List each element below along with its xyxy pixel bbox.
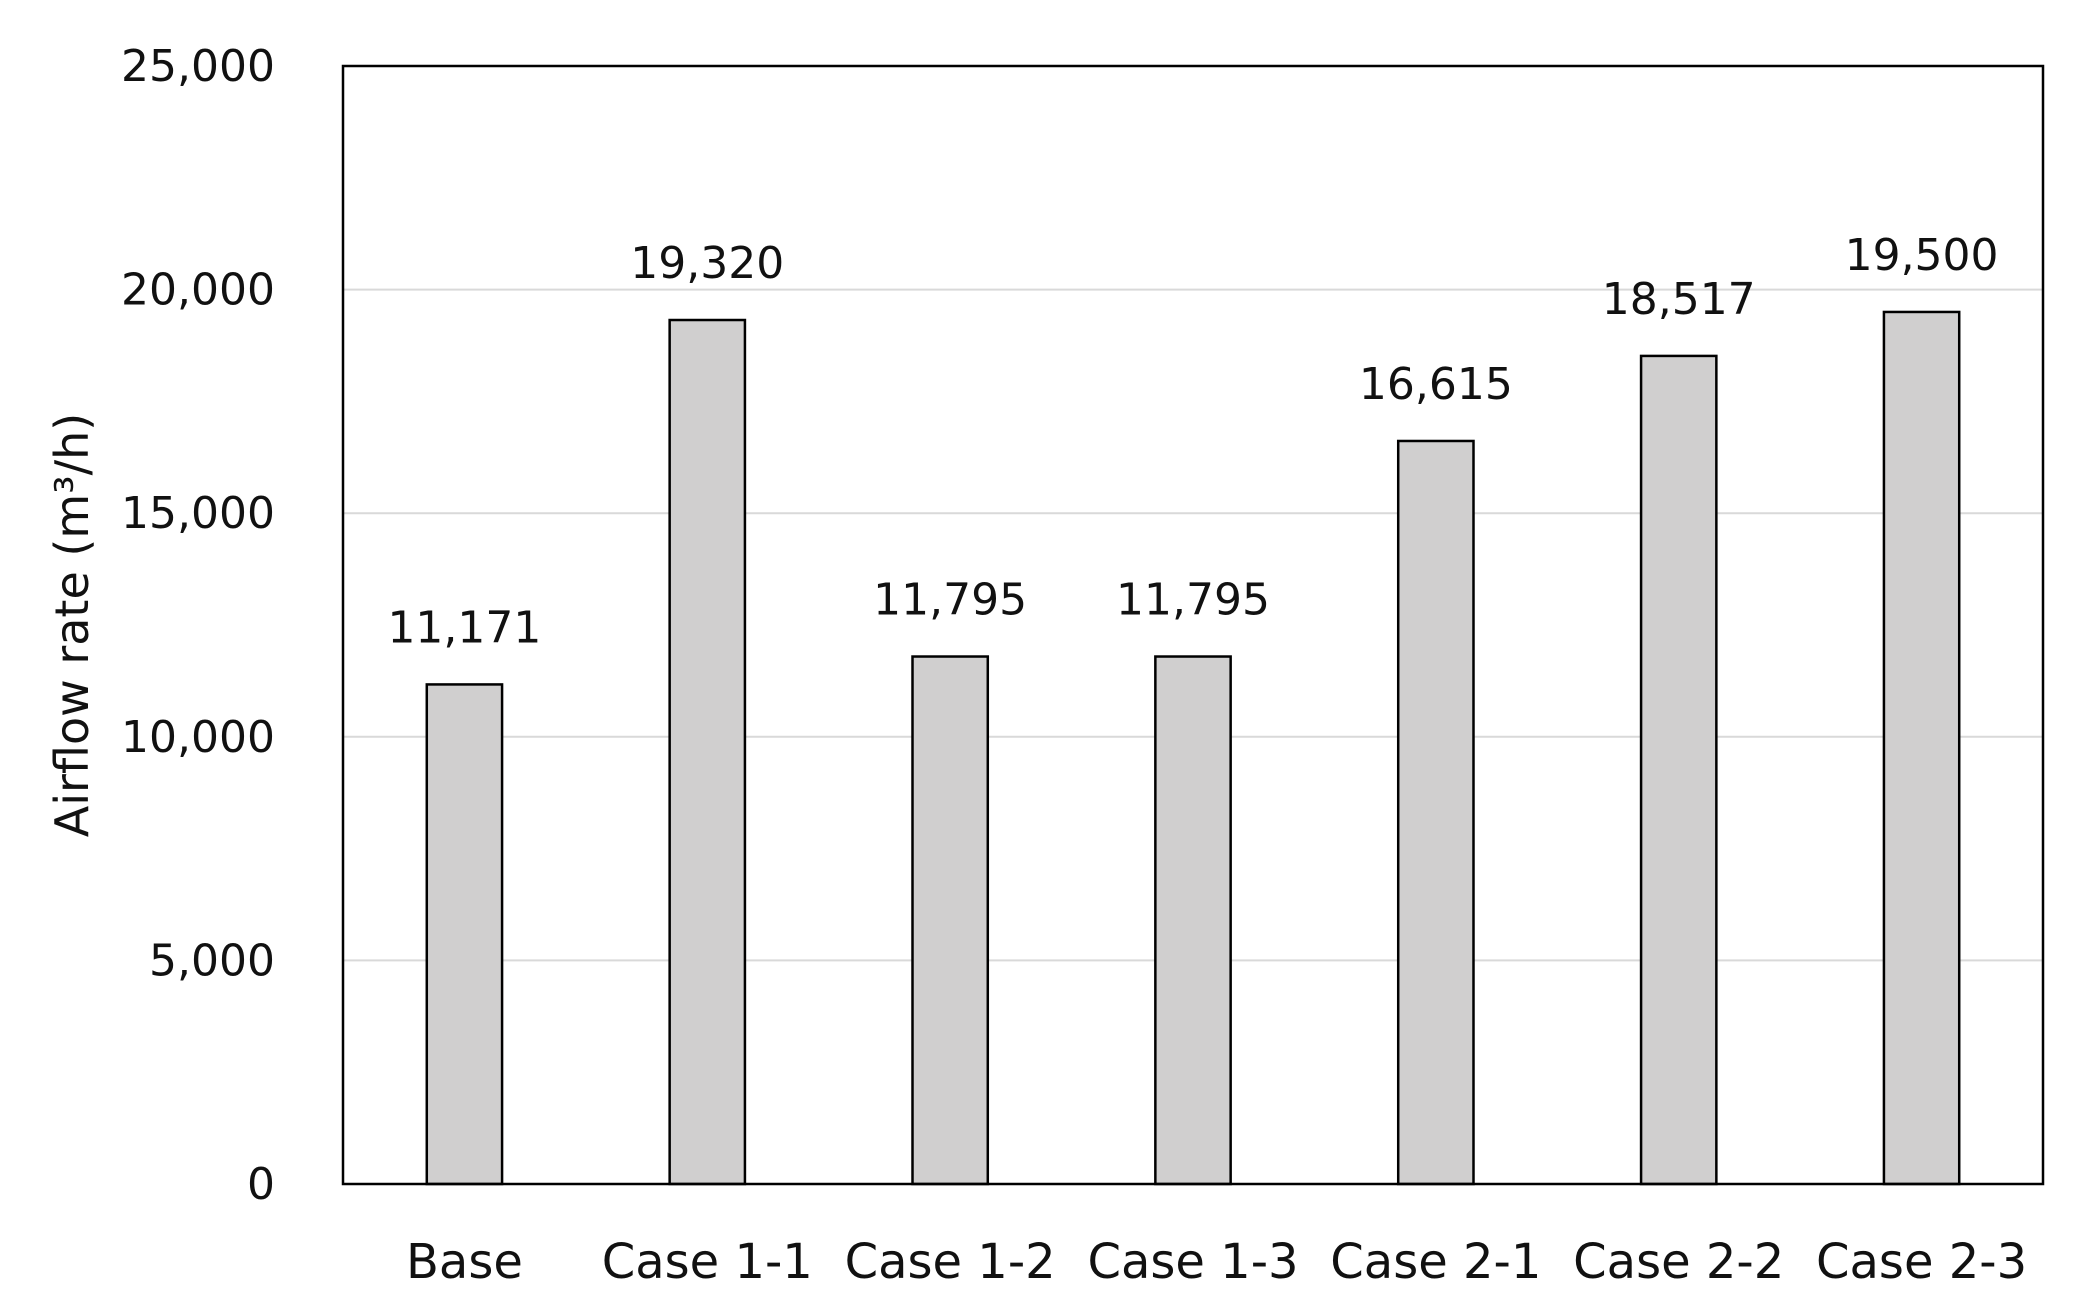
- x-category-label: Case 2-3: [1816, 1234, 2027, 1290]
- data-labels: 11,171 19,320 11,795 11,795 16,615 18,517 19,5…: [387, 230, 1998, 653]
- plot-frame: [341, 64, 2045, 1186]
- bar: [425, 683, 504, 1186]
- bar: [668, 318, 747, 1186]
- data-label: 19,320: [630, 238, 784, 289]
- x-category-label: Case 2-2: [1573, 1234, 1784, 1290]
- y-tick-label: 10,000: [121, 712, 275, 763]
- y-tick-label: 20,000: [121, 265, 275, 316]
- bar: [1639, 354, 1718, 1186]
- bar: [1882, 310, 1961, 1186]
- x-axis-categories: Base Case 1-1 Case 1-2 Case 1-3 Case 2-1 Case…: [406, 1234, 2027, 1290]
- y-axis-ticks: 0 5,000 10,000 15,000 20,000 25,000: [121, 41, 275, 1210]
- data-label: 19,500: [1845, 230, 1999, 281]
- bar: [1154, 655, 1232, 1186]
- y-tick-label: 0: [247, 1159, 275, 1210]
- bar: [1396, 439, 1475, 1186]
- bars: [425, 310, 1961, 1186]
- bar: [911, 655, 990, 1186]
- x-category-label: Case 1-3: [1087, 1234, 1298, 1290]
- y-tick-label: 25,000: [121, 41, 275, 92]
- data-label: 18,517: [1602, 274, 1756, 325]
- data-label: 16,615: [1359, 359, 1513, 410]
- x-category-label: Base: [406, 1234, 523, 1290]
- x-category-label: Case 1-1: [602, 1234, 813, 1290]
- data-label: 11,795: [1116, 575, 1270, 626]
- data-label: 11,795: [873, 575, 1027, 626]
- y-tick-label: 15,000: [121, 488, 275, 539]
- data-label: 11,171: [387, 602, 541, 653]
- y-axis-label: Airflow rate (m³/h): [45, 413, 99, 837]
- x-category-label: Case 1-2: [845, 1234, 1056, 1290]
- x-category-label: Case 2-1: [1330, 1234, 1541, 1290]
- y-tick-label: 5,000: [149, 935, 275, 986]
